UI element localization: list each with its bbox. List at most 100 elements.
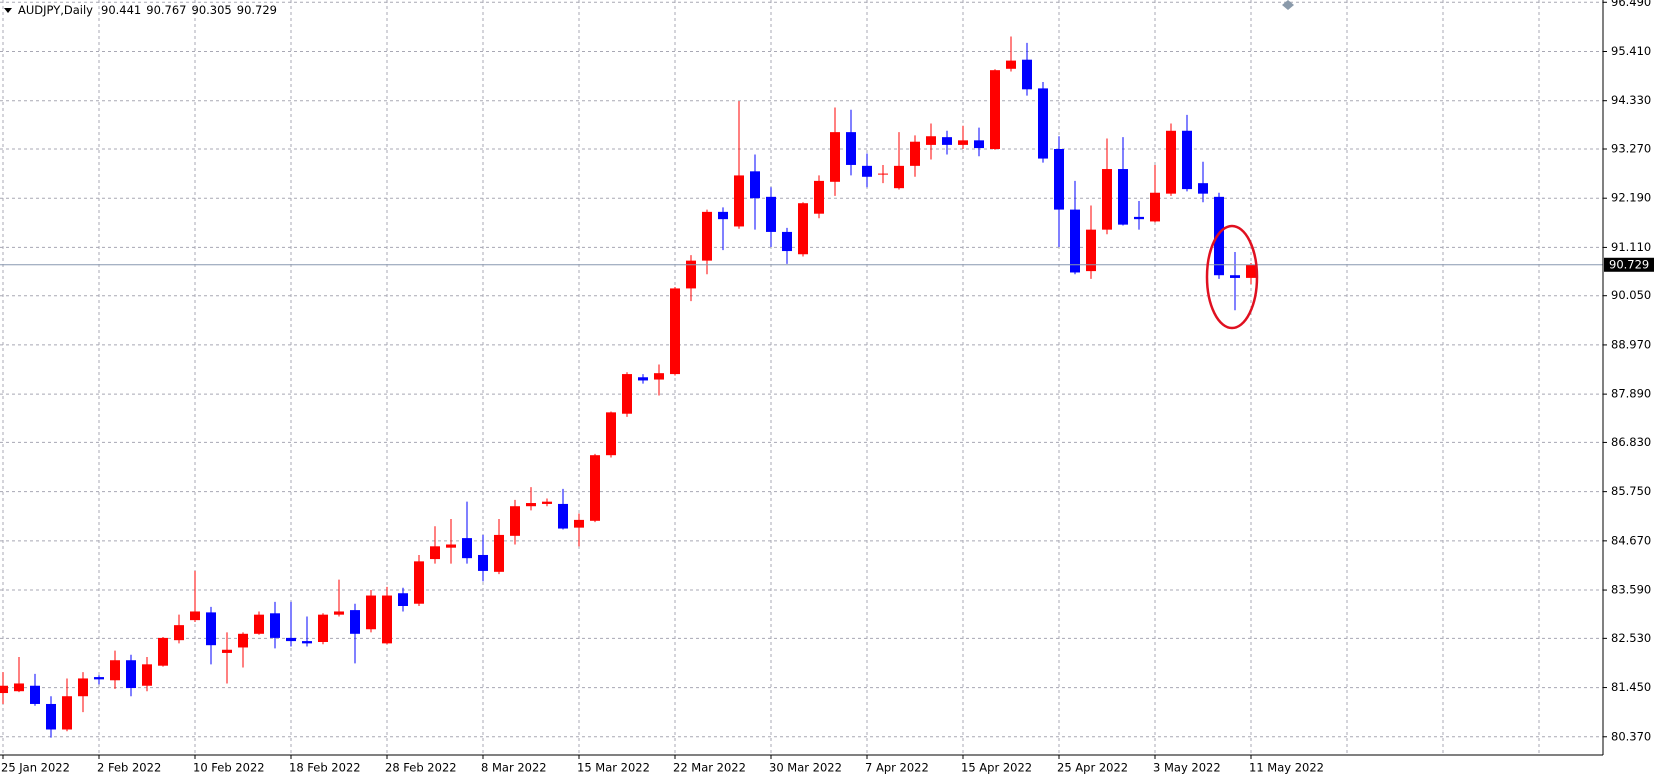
x-tick-label: 28 Feb 2022: [385, 761, 457, 775]
price-label: 90.729: [1609, 257, 1649, 271]
candle-body: [446, 544, 456, 548]
candle-body: [110, 660, 120, 681]
y-tick-label: 92.190: [1611, 191, 1651, 205]
candle-body: [1150, 192, 1160, 222]
candle-body: [1054, 148, 1064, 210]
candle-body: [606, 412, 616, 456]
candle-body: [878, 173, 888, 175]
candle-body: [1118, 169, 1128, 225]
candle-body: [1230, 275, 1240, 278]
candle-body: [1246, 264, 1256, 278]
marker: [1282, 0, 1294, 10]
close: 90.729: [237, 3, 277, 17]
candle-body: [254, 614, 264, 634]
candle-body: [638, 377, 648, 381]
candle-body: [1166, 130, 1176, 194]
candle-body: [478, 554, 488, 571]
y-tick-label: 91.110: [1611, 240, 1651, 254]
candle-body: [1070, 209, 1080, 273]
candle-body: [910, 141, 920, 166]
candle-body: [302, 641, 312, 644]
x-tick-label: 15 Mar 2022: [577, 761, 650, 775]
candle-body: [94, 677, 104, 680]
menu-arrow[interactable]: [4, 8, 12, 13]
candle-body: [1022, 59, 1032, 90]
y-tick-label: 85.750: [1611, 484, 1651, 498]
low: 90.305: [192, 3, 232, 17]
candle-body: [1214, 196, 1224, 276]
candle-body: [62, 696, 72, 730]
candle-body: [590, 455, 600, 521]
candle-body: [894, 165, 904, 189]
y-tick-label: 94.330: [1611, 93, 1651, 107]
candle-body: [366, 595, 376, 630]
candle-body: [718, 211, 728, 220]
candle-body: [382, 595, 392, 644]
highlight-ellipse: [1205, 224, 1259, 330]
candle-body: [686, 260, 696, 289]
x-tick-label: 3 May 2022: [1153, 761, 1221, 775]
candle-body: [14, 683, 24, 692]
candle-body: [318, 614, 328, 643]
candle-body: [1198, 183, 1208, 194]
candle-body: [814, 180, 824, 214]
y-tick-label: 82.530: [1611, 631, 1651, 645]
y-tick-label: 96.490: [1611, 0, 1651, 9]
candle-body: [670, 288, 680, 375]
candle-body: [974, 140, 984, 149]
high: 90.767: [146, 3, 186, 17]
y-tick-label: 87.890: [1611, 387, 1651, 401]
x-tick-label: 30 Mar 2022: [769, 761, 842, 775]
candle-body: [526, 503, 536, 507]
candle-body: [78, 678, 88, 697]
x-tick-label: 11 May 2022: [1249, 761, 1324, 775]
candle-body: [398, 593, 408, 607]
candle-body: [1134, 216, 1144, 220]
candle-body: [206, 612, 216, 646]
candle-body: [782, 231, 792, 252]
candle-body: [654, 373, 664, 380]
candle-body: [222, 649, 232, 653]
candle-body: [702, 211, 712, 261]
candle-body: [430, 546, 440, 560]
x-tick-label: 25 Apr 2022: [1057, 761, 1128, 775]
y-tick-label: 95.410: [1611, 44, 1651, 58]
candle-body: [750, 171, 760, 199]
candle-body: [158, 637, 168, 666]
candle-body: [414, 561, 424, 604]
candle-body: [30, 685, 40, 704]
candle-body: [142, 664, 152, 686]
candle-body: [942, 137, 952, 145]
x-tick-label: 18 Feb 2022: [289, 761, 361, 775]
y-tick-label: 84.670: [1611, 533, 1651, 547]
candle-body: [1086, 229, 1096, 272]
candle-body: [958, 140, 968, 145]
candle-body: [510, 506, 520, 536]
candle-body: [494, 534, 504, 572]
candles: [0, 36, 1603, 738]
candle-body: [462, 538, 472, 559]
x-tick-label: 22 Mar 2022: [673, 761, 746, 775]
y-tick-label: 81.450: [1611, 680, 1651, 694]
candle-body: [734, 175, 744, 227]
y-tick-label: 90.050: [1611, 288, 1651, 302]
candle-body: [126, 660, 136, 689]
header: AUDJPY,Daily 90.441 90.767 90.305 90.729: [18, 3, 277, 17]
x-tick-label: 15 Apr 2022: [961, 761, 1032, 775]
candle-body: [46, 703, 56, 730]
candle-body: [622, 374, 632, 414]
y-tick-label: 93.270: [1611, 141, 1651, 155]
candle-body: [1038, 88, 1048, 159]
y-tick-label: 83.590: [1611, 583, 1651, 597]
candle-body: [1182, 130, 1192, 190]
candle-body: [830, 132, 840, 182]
candle-body: [174, 625, 184, 641]
candle-body: [846, 132, 856, 165]
x-tick-label: 7 Apr 2022: [865, 761, 929, 775]
candle-body: [1006, 60, 1016, 69]
candle-body: [286, 637, 296, 642]
candle-body: [190, 611, 200, 621]
candle-body: [798, 203, 808, 255]
